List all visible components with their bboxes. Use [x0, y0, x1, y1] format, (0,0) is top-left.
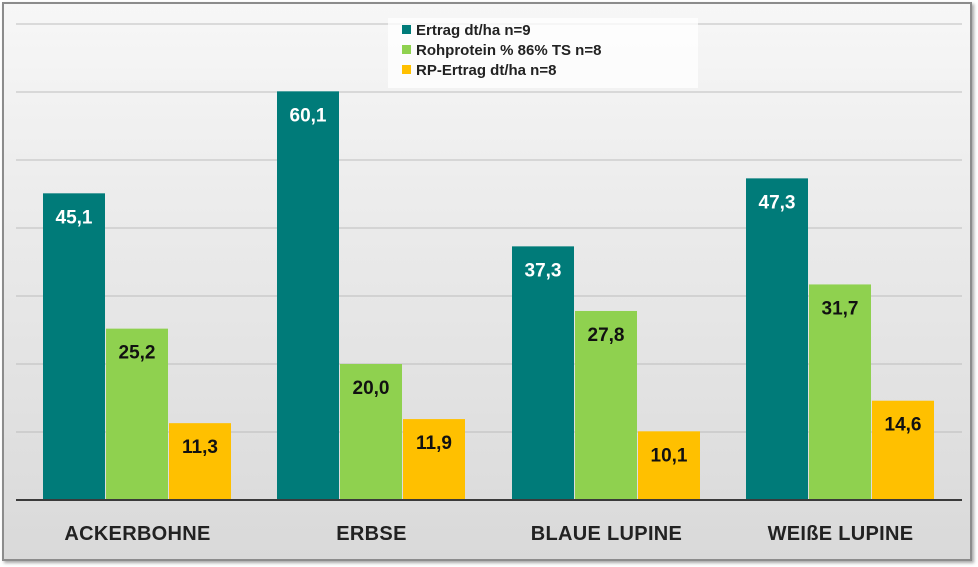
- data-label: 10,1: [651, 445, 688, 466]
- data-label: 14,6: [885, 415, 922, 436]
- category-label: BLAUE LUPINE: [531, 523, 682, 545]
- data-label: 27,8: [588, 325, 625, 346]
- data-label: 45,1: [56, 207, 93, 228]
- bar: [43, 193, 105, 500]
- bar: [809, 284, 871, 500]
- bar: [872, 400, 934, 500]
- category-label: ERBSE: [336, 523, 406, 545]
- legend-label: RP-Ertrag dt/ha n=8: [416, 62, 556, 79]
- data-label: 11,9: [416, 433, 452, 454]
- chart-frame: 45,1 60,1 37,3 47,3 25,2 20,0 27,8 31,7 11,3 11,9…: [2, 2, 972, 561]
- bar: [106, 328, 168, 500]
- bar: [638, 431, 700, 500]
- data-label: 47,3: [759, 192, 796, 213]
- category-label: ACKERBOHNE: [64, 523, 210, 545]
- legend-swatch: [402, 25, 411, 34]
- legend-label: Ertrag dt/ha n=9: [416, 22, 531, 39]
- data-label: 31,7: [822, 298, 859, 319]
- gridlines: [16, 23, 962, 433]
- category-label: WEIßE LUPINE: [768, 523, 914, 545]
- data-label: 11,3: [182, 437, 218, 458]
- data-label: 25,2: [119, 343, 156, 364]
- bar: [746, 178, 808, 501]
- bar: [575, 310, 637, 500]
- data-label: 20,0: [353, 378, 390, 399]
- bar: [340, 364, 402, 500]
- bar: [512, 246, 574, 500]
- bar: [403, 419, 465, 500]
- data-label: 60,1: [290, 105, 327, 126]
- legend-swatch: [402, 45, 411, 54]
- bars: [43, 91, 934, 501]
- bar: [277, 91, 339, 500]
- data-label: 37,3: [525, 260, 562, 281]
- bar: [169, 423, 231, 500]
- bar-chart: 45,1 60,1 37,3 47,3 25,2 20,0 27,8 31,7 11,3 11,9…: [16, 18, 962, 545]
- value-labels: 45,1 60,1 37,3 47,3 25,2 20,0 27,8 31,7 11,3 11,9…: [56, 105, 922, 466]
- legend-label: Rohprotein % 86% TS n=8: [416, 42, 601, 59]
- legend-box: [388, 18, 698, 88]
- legend: Ertrag dt/ha n=9 Rohprotein % 86% TS n=8 R…: [388, 18, 698, 88]
- category-labels: ACKERBOHNE ERBSE BLAUE LUPINE WEIßE LUPINE: [64, 523, 913, 545]
- legend-swatch: [402, 65, 411, 74]
